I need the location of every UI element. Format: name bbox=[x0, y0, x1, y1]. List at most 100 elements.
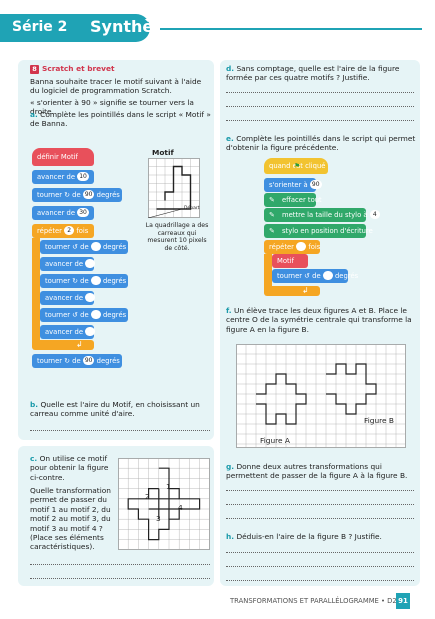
answer-line-g2[interactable] bbox=[226, 504, 414, 505]
answer-line-h2[interactable] bbox=[226, 566, 414, 567]
header-title: Synthèse bbox=[90, 17, 174, 36]
section-number: 8 bbox=[30, 65, 39, 74]
motif-number-3: 3 bbox=[156, 514, 161, 523]
block-effacer[interactable]: ✎ effacer tout bbox=[264, 193, 322, 207]
slot-avancer-1[interactable]: 10 bbox=[77, 172, 89, 181]
answer-line-h1[interactable] bbox=[226, 552, 414, 553]
header-band bbox=[0, 14, 150, 42]
slot-taille[interactable]: 4 bbox=[369, 210, 380, 219]
slot-tourner-2[interactable] bbox=[90, 242, 101, 251]
motif-depart-label: Départ bbox=[184, 206, 200, 211]
answer-line-c1[interactable] bbox=[30, 564, 210, 565]
block-de-label: de bbox=[72, 191, 81, 199]
block-degres-label: degrés bbox=[102, 243, 127, 251]
figures-ab-grid bbox=[236, 344, 406, 448]
question-c-text2: Quelle transformation permet de passer d… bbox=[30, 486, 111, 552]
slot-tourner-5[interactable]: 90 bbox=[82, 356, 95, 365]
block-repeter[interactable]: répéter 2 fois bbox=[32, 224, 94, 238]
block-avancer-3[interactable]: avancer de bbox=[40, 257, 96, 271]
block-avancer-5[interactable]: avancer de bbox=[40, 325, 96, 339]
rotate-left-icon: ↺ bbox=[72, 311, 78, 319]
slot-avancer-5[interactable] bbox=[85, 327, 96, 336]
block-tourner-label: tourner bbox=[277, 272, 303, 280]
block-orienter[interactable]: s'orienter à 90 bbox=[264, 178, 322, 192]
question-e-text: Complète les pointillés dans le script q… bbox=[226, 134, 416, 153]
question-b-text: Quelle est l'aire du Motif, en choisissa… bbox=[30, 400, 200, 419]
pen-icon: ✎ bbox=[269, 227, 275, 235]
block-avancer-1[interactable]: avancer de 10 bbox=[32, 170, 94, 184]
block-avancer-2[interactable]: avancer de 30 bbox=[32, 206, 94, 220]
block-tourner-2[interactable]: tourner ↺ de degrés bbox=[40, 240, 128, 254]
section-title: 8 Scratch et brevet bbox=[30, 64, 210, 74]
question-a-label: a. bbox=[30, 110, 38, 119]
slot-avancer-3[interactable] bbox=[85, 259, 96, 268]
slot-tourner-4[interactable] bbox=[90, 310, 101, 319]
loop-arrow-icon: ↲ bbox=[76, 340, 83, 349]
rotate-right-icon: ↻ bbox=[72, 277, 78, 285]
question-g-label: g. bbox=[226, 462, 235, 471]
block-tourner-4[interactable]: tourner ↺ de degrés bbox=[40, 308, 128, 322]
pen-icon: ✎ bbox=[269, 196, 275, 204]
right-panel bbox=[220, 60, 420, 586]
block-tourner-1[interactable]: tourner ↻ de 90 degrés bbox=[32, 188, 122, 202]
loop-arrow-icon: ↲ bbox=[302, 286, 309, 295]
question-g: g. Donne deux autres transformations qui… bbox=[226, 462, 416, 481]
block-de-label: de bbox=[80, 277, 89, 285]
block-tourner-label: tourner bbox=[45, 311, 71, 319]
slot-repeter[interactable]: 2 bbox=[64, 226, 75, 235]
intro-text: Banna souhaite tracer le motif suivant à… bbox=[30, 77, 202, 96]
block-taille[interactable]: ✎ mettre la taille du stylo à 4 bbox=[264, 208, 380, 222]
script-hat-flag[interactable]: quand est cliqué ⚑ bbox=[264, 158, 328, 174]
motif-number-1: 1 bbox=[166, 482, 171, 491]
block-tourner-3[interactable]: tourner ↻ de degrés bbox=[40, 274, 128, 288]
repeat-arm bbox=[32, 238, 40, 346]
block-motif-call[interactable]: Motif bbox=[272, 254, 308, 268]
slot-avancer-2[interactable]: 30 bbox=[77, 208, 89, 217]
motif-number-2: 2 bbox=[145, 492, 150, 501]
block-avancer-label: avancer de bbox=[45, 294, 84, 302]
question-e-label: e. bbox=[226, 134, 234, 143]
answer-line-c2[interactable] bbox=[30, 578, 210, 579]
answer-line-g1[interactable] bbox=[226, 490, 414, 491]
question-d-text: Sans comptage, quelle est l'aire de la f… bbox=[226, 64, 400, 83]
block-tourner-e[interactable]: tourner ↺ de degrés bbox=[272, 269, 358, 283]
slot-orienter[interactable]: 90 bbox=[309, 180, 322, 189]
block-repeter-e[interactable]: répéter fois bbox=[264, 240, 320, 254]
script-hat-flag-label: quand est cliqué bbox=[269, 162, 326, 170]
rotate-left-icon: ↺ bbox=[72, 243, 78, 251]
question-b-label: b. bbox=[30, 400, 39, 409]
answer-line-h3[interactable] bbox=[226, 580, 414, 581]
block-avancer-label: avancer de bbox=[45, 328, 84, 336]
script-hat-define[interactable]: définir Motif bbox=[32, 148, 94, 166]
block-avancer-4[interactable]: avancer de bbox=[40, 291, 96, 305]
slot-repeter-e[interactable] bbox=[296, 242, 307, 251]
block-effacer-label: effacer tout bbox=[282, 196, 322, 204]
block-repeter-label: répéter bbox=[269, 243, 294, 251]
answer-line-g3[interactable] bbox=[226, 518, 414, 519]
slot-tourner-e[interactable] bbox=[322, 271, 333, 280]
question-f-label: f. bbox=[226, 306, 232, 315]
block-degres-label: degrés bbox=[96, 191, 120, 199]
slot-avancer-4[interactable] bbox=[85, 293, 96, 302]
answer-line-d1[interactable] bbox=[226, 92, 414, 93]
page-number: 91 bbox=[396, 593, 410, 609]
repeat-arm-e bbox=[264, 254, 272, 290]
answer-line-d2[interactable] bbox=[226, 106, 414, 107]
block-tourner-label: tourner bbox=[45, 277, 71, 285]
block-orienter-label: s'orienter à bbox=[269, 181, 308, 189]
slot-tourner-1[interactable]: 90 bbox=[82, 190, 95, 199]
block-ecriture[interactable]: ✎ stylo en position d'écriture bbox=[264, 224, 373, 238]
question-g-text: Donne deux autres transformations qui pe… bbox=[226, 462, 408, 481]
block-tourner-label: tourner bbox=[37, 357, 63, 365]
answer-line-d3[interactable] bbox=[226, 120, 414, 121]
block-degres-label: degrés bbox=[96, 357, 120, 365]
block-tourner-label: tourner bbox=[45, 243, 71, 251]
slot-tourner-3[interactable] bbox=[90, 276, 101, 285]
block-de-label: de bbox=[72, 357, 81, 365]
answer-line-b[interactable] bbox=[30, 430, 210, 431]
footer-text: TRANSFORMATIONS ET PARALLÉLOGRAMME • D2 bbox=[230, 597, 397, 605]
block-de-label: de bbox=[80, 311, 89, 319]
motif-grid bbox=[148, 158, 200, 218]
header-rule bbox=[160, 28, 422, 30]
block-tourner-5[interactable]: tourner ↻ de 90 degrés bbox=[32, 354, 122, 368]
